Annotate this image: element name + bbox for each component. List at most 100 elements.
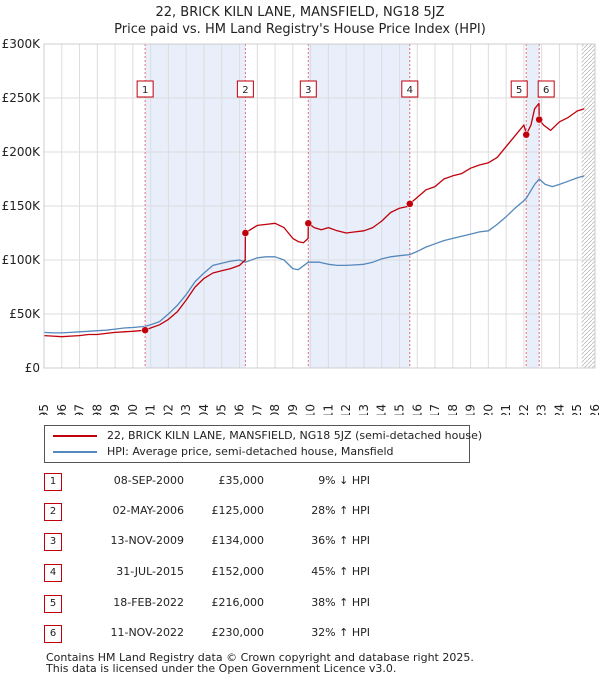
- table-row: 3 13-NOV-2009 £134,000 36% ↑ HPI: [44, 532, 464, 551]
- transaction-price: £125,000: [211, 504, 265, 517]
- table-row: 1 08-SEP-2000 £35,000 9% ↓ HPI: [44, 472, 464, 491]
- property-price-line: [43, 102, 585, 338]
- transaction-price: £152,000: [211, 565, 265, 578]
- x-tick-label: 2022: [517, 404, 531, 415]
- transaction-date: 13-NOV-2009: [110, 534, 184, 547]
- sale-label-box: [136, 80, 154, 98]
- transaction-date: 31-JUL-2015: [116, 565, 184, 578]
- x-tick-label: 2011: [321, 404, 335, 415]
- transaction-date: 11-NOV-2022: [110, 626, 184, 639]
- x-tick-label: 2019: [464, 404, 478, 415]
- transaction-hpi-change: 45% ↑ HPI: [311, 565, 370, 578]
- legend-swatch-hpi: [53, 451, 97, 453]
- transaction-date: 18-FEB-2022: [113, 596, 184, 609]
- transaction-hpi-change: 32% ↑ HPI: [311, 626, 370, 639]
- table-row: 5 18-FEB-2022 £216,000 38% ↑ HPI: [44, 594, 464, 613]
- sale-label-box: [401, 80, 419, 98]
- sale-label-box: [236, 80, 254, 98]
- transaction-hpi-change: 38% ↑ HPI: [311, 596, 370, 609]
- sale-point: [304, 219, 313, 228]
- transaction-hpi-change: 28% ↑ HPI: [311, 504, 370, 517]
- chart-title-line2: Price paid vs. HM Land Registry's House …: [114, 22, 486, 37]
- y-tick-label: £200K: [2, 145, 42, 159]
- sale-label: 4: [407, 85, 413, 96]
- chart-title-line1: 22, BRICK KILN LANE, MANSFIELD, NG18 5JZ: [155, 5, 445, 20]
- y-tick-label: £150K: [2, 199, 42, 213]
- transaction-hpi-change: 36% ↑ HPI: [311, 534, 370, 547]
- sale-label-box: [537, 80, 555, 98]
- transaction-hpi-change: 9% ↓ HPI: [318, 474, 370, 487]
- transaction-number: 1: [44, 473, 62, 491]
- x-tick-label: 2000: [126, 404, 140, 415]
- sale-label-box: [510, 80, 528, 98]
- x-tick-label: 2010: [304, 404, 318, 415]
- sale-point: [406, 200, 414, 208]
- hpi-line: [43, 175, 585, 334]
- table-row: 4 31-JUL-2015 £152,000 45% ↑ HPI: [44, 563, 464, 582]
- legend-label-property: 22, BRICK KILN LANE, MANSFIELD, NG18 5JZ…: [107, 429, 483, 442]
- footer: Contains HM Land Registry data © Crown c…: [46, 652, 474, 674]
- x-tick-label: 1996: [55, 404, 69, 415]
- x-tick-label: 2014: [375, 404, 389, 415]
- x-tick-label: 1995: [37, 404, 51, 415]
- table-row: 2 02-MAY-2006 £125,000 28% ↑ HPI: [44, 502, 464, 521]
- legend-label-hpi: HPI: Average price, semi-detached house,…: [107, 445, 394, 458]
- x-tick-label: 1997: [73, 404, 87, 415]
- x-tick-label: 1998: [90, 404, 104, 415]
- x-tick-label: 1999: [108, 404, 122, 415]
- footer-line2: This data is licensed under the Open Gov…: [46, 662, 397, 675]
- sale-point: [522, 130, 530, 139]
- x-tick-label: 2025: [570, 404, 584, 415]
- x-tick-label: 2006: [233, 404, 247, 415]
- x-tick-label: 2016: [410, 404, 424, 415]
- sale-label: 3: [305, 85, 311, 96]
- x-tick-label: 2002: [161, 404, 175, 415]
- transaction-date: 02-MAY-2006: [112, 504, 184, 517]
- sale-point: [535, 115, 543, 124]
- sale-label: 2: [242, 85, 248, 96]
- transaction-number: 2: [44, 503, 62, 521]
- y-tick-label: £0: [25, 361, 40, 375]
- transaction-number: 5: [44, 595, 62, 613]
- sale-point: [241, 229, 250, 237]
- transaction-price: £35,000: [218, 474, 265, 487]
- legend: 22, BRICK KILN LANE, MANSFIELD, NG18 5JZ…: [44, 425, 482, 463]
- x-tick-label: 2021: [499, 404, 513, 415]
- x-tick-label: 2004: [197, 404, 211, 415]
- transaction-number: 6: [44, 625, 62, 643]
- y-tick-label: £50K: [9, 307, 41, 321]
- price-chart: 1 2 3 4 5 6 £0 £50K £100K £150K £200K £250K £300K 199…: [2, 37, 600, 415]
- transaction-date: 08-SEP-2000: [113, 474, 184, 487]
- x-tick-label: 2013: [357, 404, 371, 415]
- x-tick-label: 2007: [250, 404, 264, 415]
- transaction-number: 4: [44, 564, 62, 582]
- sale-point: [141, 326, 149, 334]
- legend-swatch-property: [53, 435, 97, 437]
- chart-title: 22, BRICK KILN LANE, MANSFIELD, NG18 5JZ…: [0, 4, 600, 38]
- transaction-price: £216,000: [211, 596, 265, 609]
- x-tick-label: 2003: [179, 404, 193, 415]
- x-tick-label: 2024: [552, 404, 566, 415]
- sale-label: 6: [543, 85, 549, 96]
- x-tick-label: 2005: [215, 404, 229, 415]
- x-tick-label: 2026: [588, 404, 600, 415]
- transaction-price: £230,000: [211, 626, 265, 639]
- x-tick-label: 2018: [446, 404, 460, 415]
- x-tick-label: 2017: [428, 404, 442, 415]
- sale-label: 1: [142, 85, 148, 96]
- sale-label-box: [299, 80, 317, 98]
- y-tick-label: £100K: [2, 253, 42, 267]
- table-row: 6 11-NOV-2022 £230,000 32% ↑ HPI: [44, 624, 464, 643]
- x-tick-label: 2015: [392, 404, 406, 415]
- transaction-price: £134,000: [211, 534, 265, 547]
- x-tick-label: 2020: [481, 404, 495, 415]
- y-tick-label: £300K: [2, 37, 42, 51]
- y-tick-label: £250K: [2, 91, 42, 105]
- footer-line1: Contains HM Land Registry data © Crown c…: [46, 651, 474, 664]
- x-tick-label: 2001: [144, 404, 158, 415]
- plot-frame: [43, 43, 596, 369]
- x-tick-label: 2023: [535, 404, 549, 415]
- x-tick-label: 2008: [268, 404, 282, 415]
- x-tick-label: 2012: [339, 404, 353, 415]
- sale-label: 5: [516, 85, 522, 96]
